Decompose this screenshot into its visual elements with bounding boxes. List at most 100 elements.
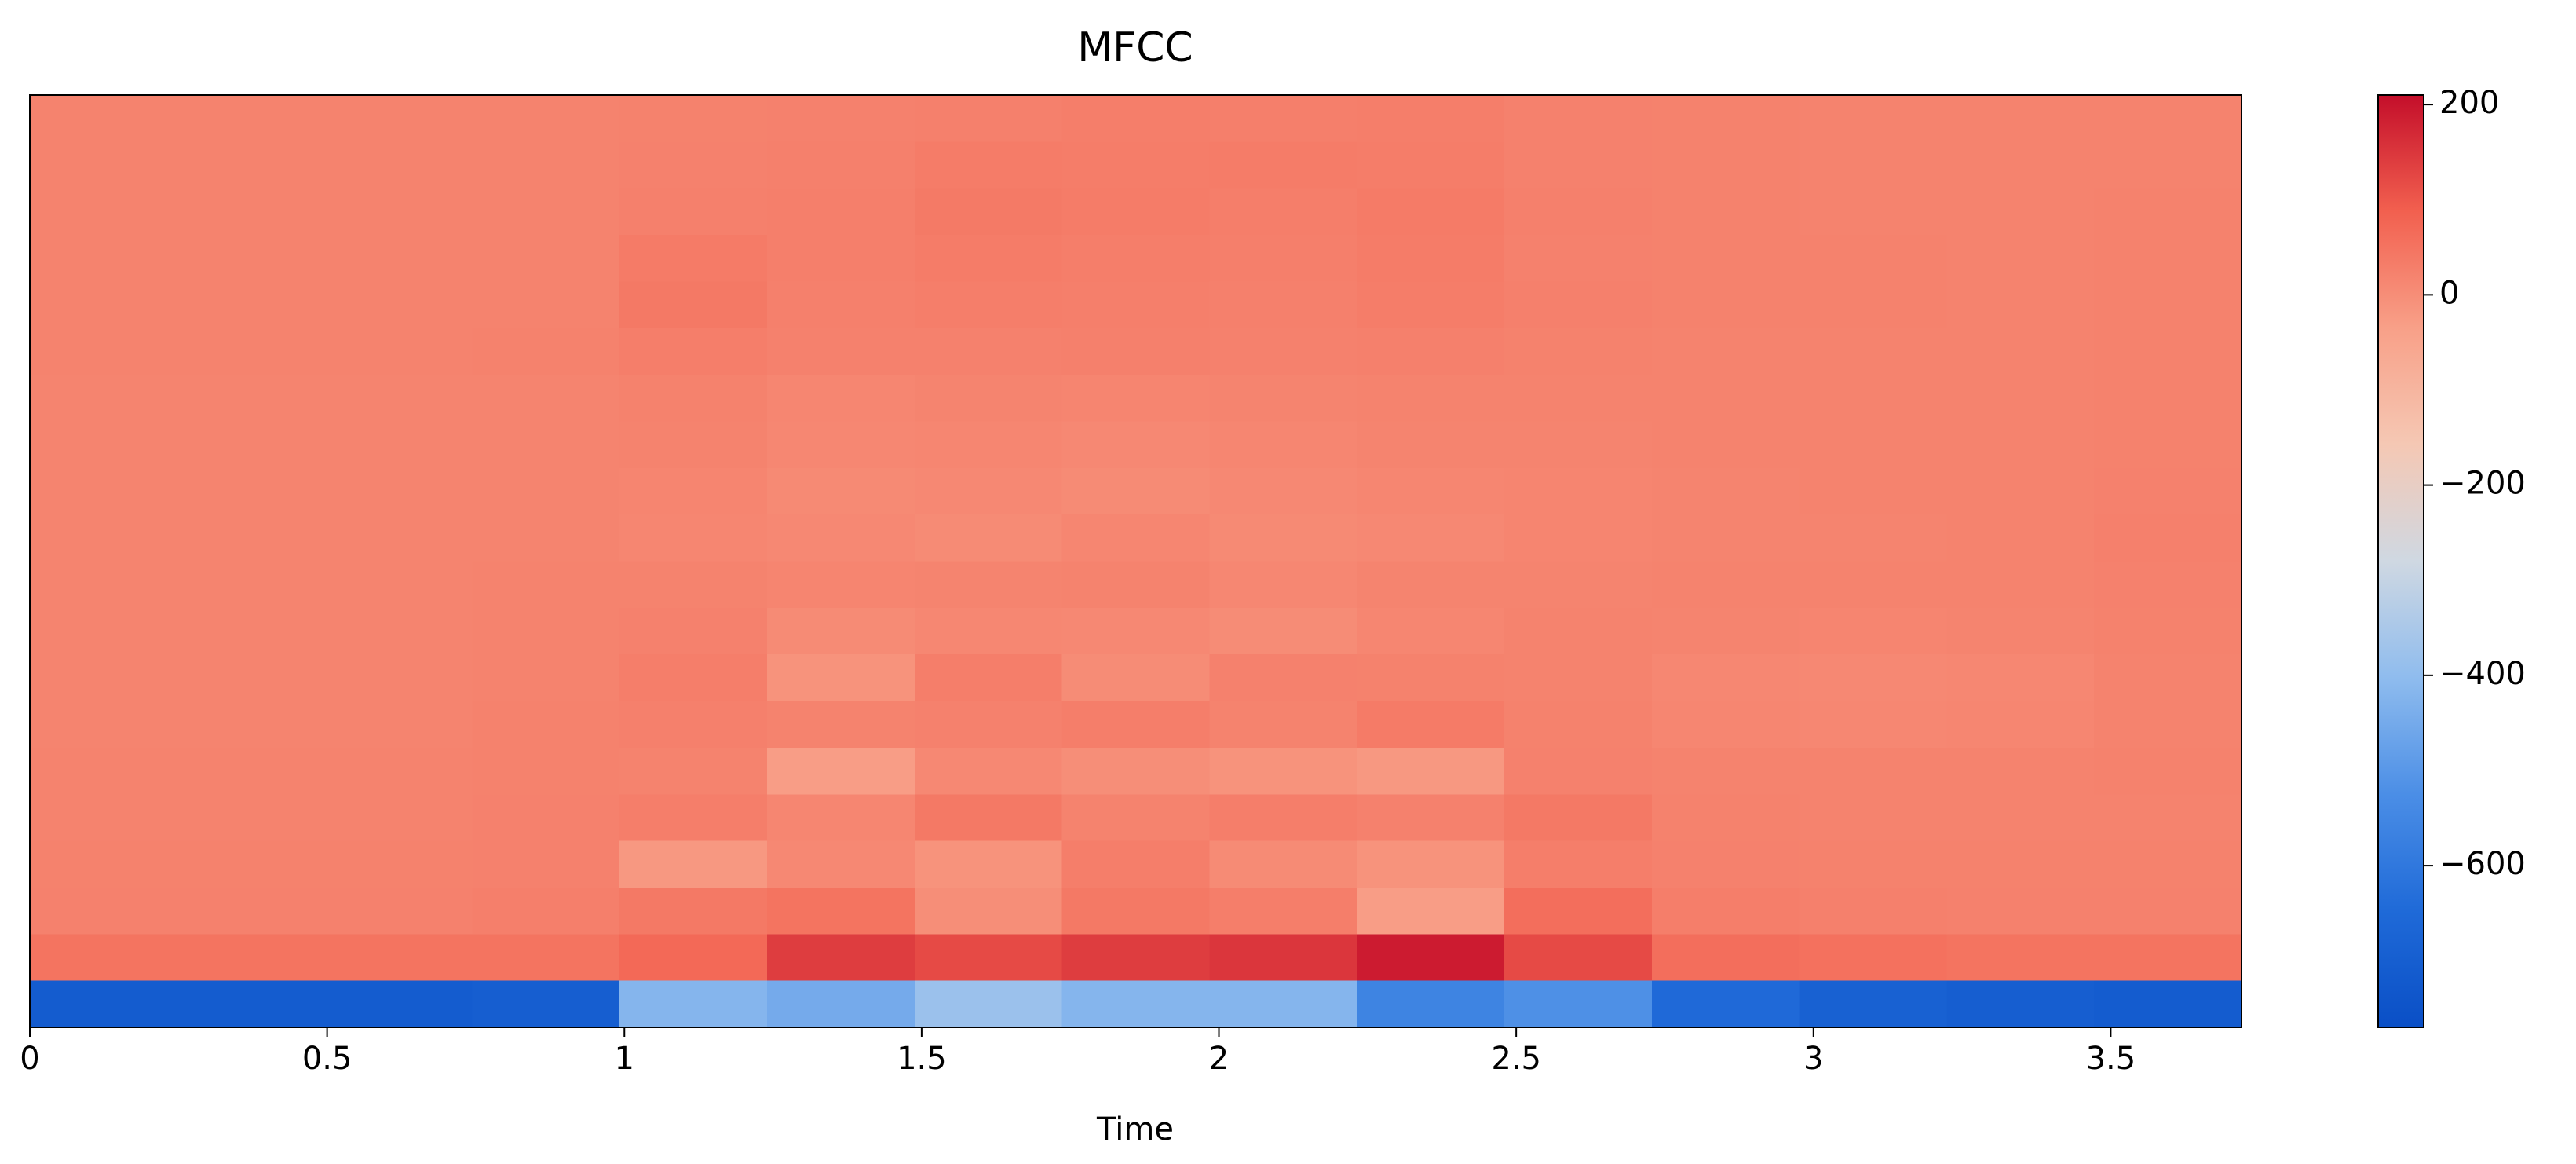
heatmap-cell <box>1651 887 1800 935</box>
heatmap-cell <box>1799 514 1947 562</box>
heatmap-cell <box>1946 887 2095 935</box>
heatmap-cell <box>177 887 326 935</box>
heatmap-cell <box>1799 328 1947 375</box>
heatmap-cell <box>1061 421 1210 469</box>
heatmap-cell <box>472 980 620 1028</box>
heatmap-cell <box>30 701 178 749</box>
heatmap-cell <box>1946 328 2095 375</box>
heatmap-cell <box>767 561 915 609</box>
heatmap-cell <box>1651 188 1800 236</box>
heatmap-cell <box>1799 281 1947 329</box>
chart-title: MFCC <box>1077 24 1193 71</box>
heatmap-cell <box>914 887 1063 935</box>
heatmap-cell <box>1061 467 1210 515</box>
heatmap-cell <box>767 654 915 702</box>
heatmap-cell <box>1061 840 1210 888</box>
heatmap-cell <box>472 747 620 795</box>
heatmap-cell <box>1504 654 1653 702</box>
heatmap-cell <box>1357 188 1505 236</box>
heatmap-cell <box>324 980 473 1028</box>
heatmap-cell <box>472 607 620 655</box>
heatmap-cell <box>177 934 326 982</box>
heatmap-cell <box>1209 701 1357 749</box>
heatmap-cell <box>1651 980 1800 1028</box>
heatmap-cell <box>767 188 915 236</box>
heatmap-cell <box>324 840 473 888</box>
heatmap-cell <box>1357 934 1505 982</box>
heatmap-cell <box>914 328 1063 375</box>
heatmap-cell <box>2094 561 2242 609</box>
heatmap-cell <box>472 654 620 702</box>
colorbar-tick-label: −200 <box>2439 466 2526 502</box>
heatmap-cell <box>1209 467 1357 515</box>
heatmap-cell <box>324 328 473 375</box>
heatmap-cell <box>324 188 473 236</box>
heatmap-cell <box>1799 887 1947 935</box>
heatmap-cell <box>1061 235 1210 282</box>
heatmap-cell <box>619 887 768 935</box>
heatmap-cell <box>1946 421 2095 469</box>
heatmap-cell <box>619 141 768 189</box>
heatmap-cell <box>1209 887 1357 935</box>
heatmap-cell <box>1357 421 1505 469</box>
heatmap-cell <box>914 235 1063 282</box>
heatmap-cell <box>177 514 326 562</box>
heatmap-cell <box>177 607 326 655</box>
heatmap-cell <box>1504 887 1653 935</box>
heatmap-cell <box>619 701 768 749</box>
heatmap-cell <box>1651 561 1800 609</box>
colorbar-tick-label: −400 <box>2439 656 2526 692</box>
heatmap-cell <box>472 375 620 423</box>
heatmap-cell <box>1209 561 1357 609</box>
heatmap-cell <box>1651 794 1800 842</box>
heatmap-cell <box>767 701 915 749</box>
heatmap-cell <box>1357 141 1505 189</box>
colorbar-tick-label: −600 <box>2439 846 2526 882</box>
heatmap-cell <box>1061 141 1210 189</box>
heatmap-cell <box>767 421 915 469</box>
heatmap-cell <box>472 934 620 982</box>
heatmap-cell <box>324 934 473 982</box>
heatmap-cell <box>30 887 178 935</box>
heatmap-cell <box>324 701 473 749</box>
heatmap-cell <box>2094 188 2242 236</box>
heatmap-cell <box>1209 421 1357 469</box>
heatmap-cell <box>1504 934 1653 982</box>
heatmap-cell <box>1504 747 1653 795</box>
heatmap-cell <box>767 514 915 562</box>
heatmap-cell <box>1946 934 2095 982</box>
heatmap-cell <box>2094 701 2242 749</box>
heatmap-cell <box>619 375 768 423</box>
heatmap-cell <box>1061 747 1210 795</box>
heatmap-cell <box>472 328 620 375</box>
heatmap-cell <box>1651 421 1800 469</box>
heatmap-cell <box>324 514 473 562</box>
heatmap-cell <box>1799 980 1947 1028</box>
heatmap-cell <box>1651 701 1800 749</box>
heatmap-cell <box>472 467 620 515</box>
heatmap-cell <box>30 840 178 888</box>
heatmap-cell <box>472 701 620 749</box>
heatmap-cell <box>1651 281 1800 329</box>
heatmap-cell <box>1799 375 1947 423</box>
heatmap-cell <box>767 980 915 1028</box>
heatmap-cell <box>1504 328 1653 375</box>
heatmap-cell <box>619 467 768 515</box>
heatmap-cell <box>767 840 915 888</box>
heatmap-cell <box>472 235 620 282</box>
x-tick-label: 0.5 <box>302 1041 353 1077</box>
heatmap-cell <box>1357 235 1505 282</box>
heatmap-cell <box>30 654 178 702</box>
heatmap-cell <box>324 467 473 515</box>
heatmap-cell <box>1504 141 1653 189</box>
heatmap-cell <box>1799 188 1947 236</box>
heatmap-cell <box>1357 840 1505 888</box>
heatmap-cell <box>1946 281 2095 329</box>
heatmap-cell <box>177 328 326 375</box>
heatmap-cell <box>1799 561 1947 609</box>
x-tick-label: 2.5 <box>1491 1041 1541 1077</box>
heatmap-cell <box>1209 375 1357 423</box>
heatmap-cell <box>2094 514 2242 562</box>
heatmap-cell <box>177 95 326 142</box>
colorbar-tick-label: 0 <box>2439 275 2459 311</box>
